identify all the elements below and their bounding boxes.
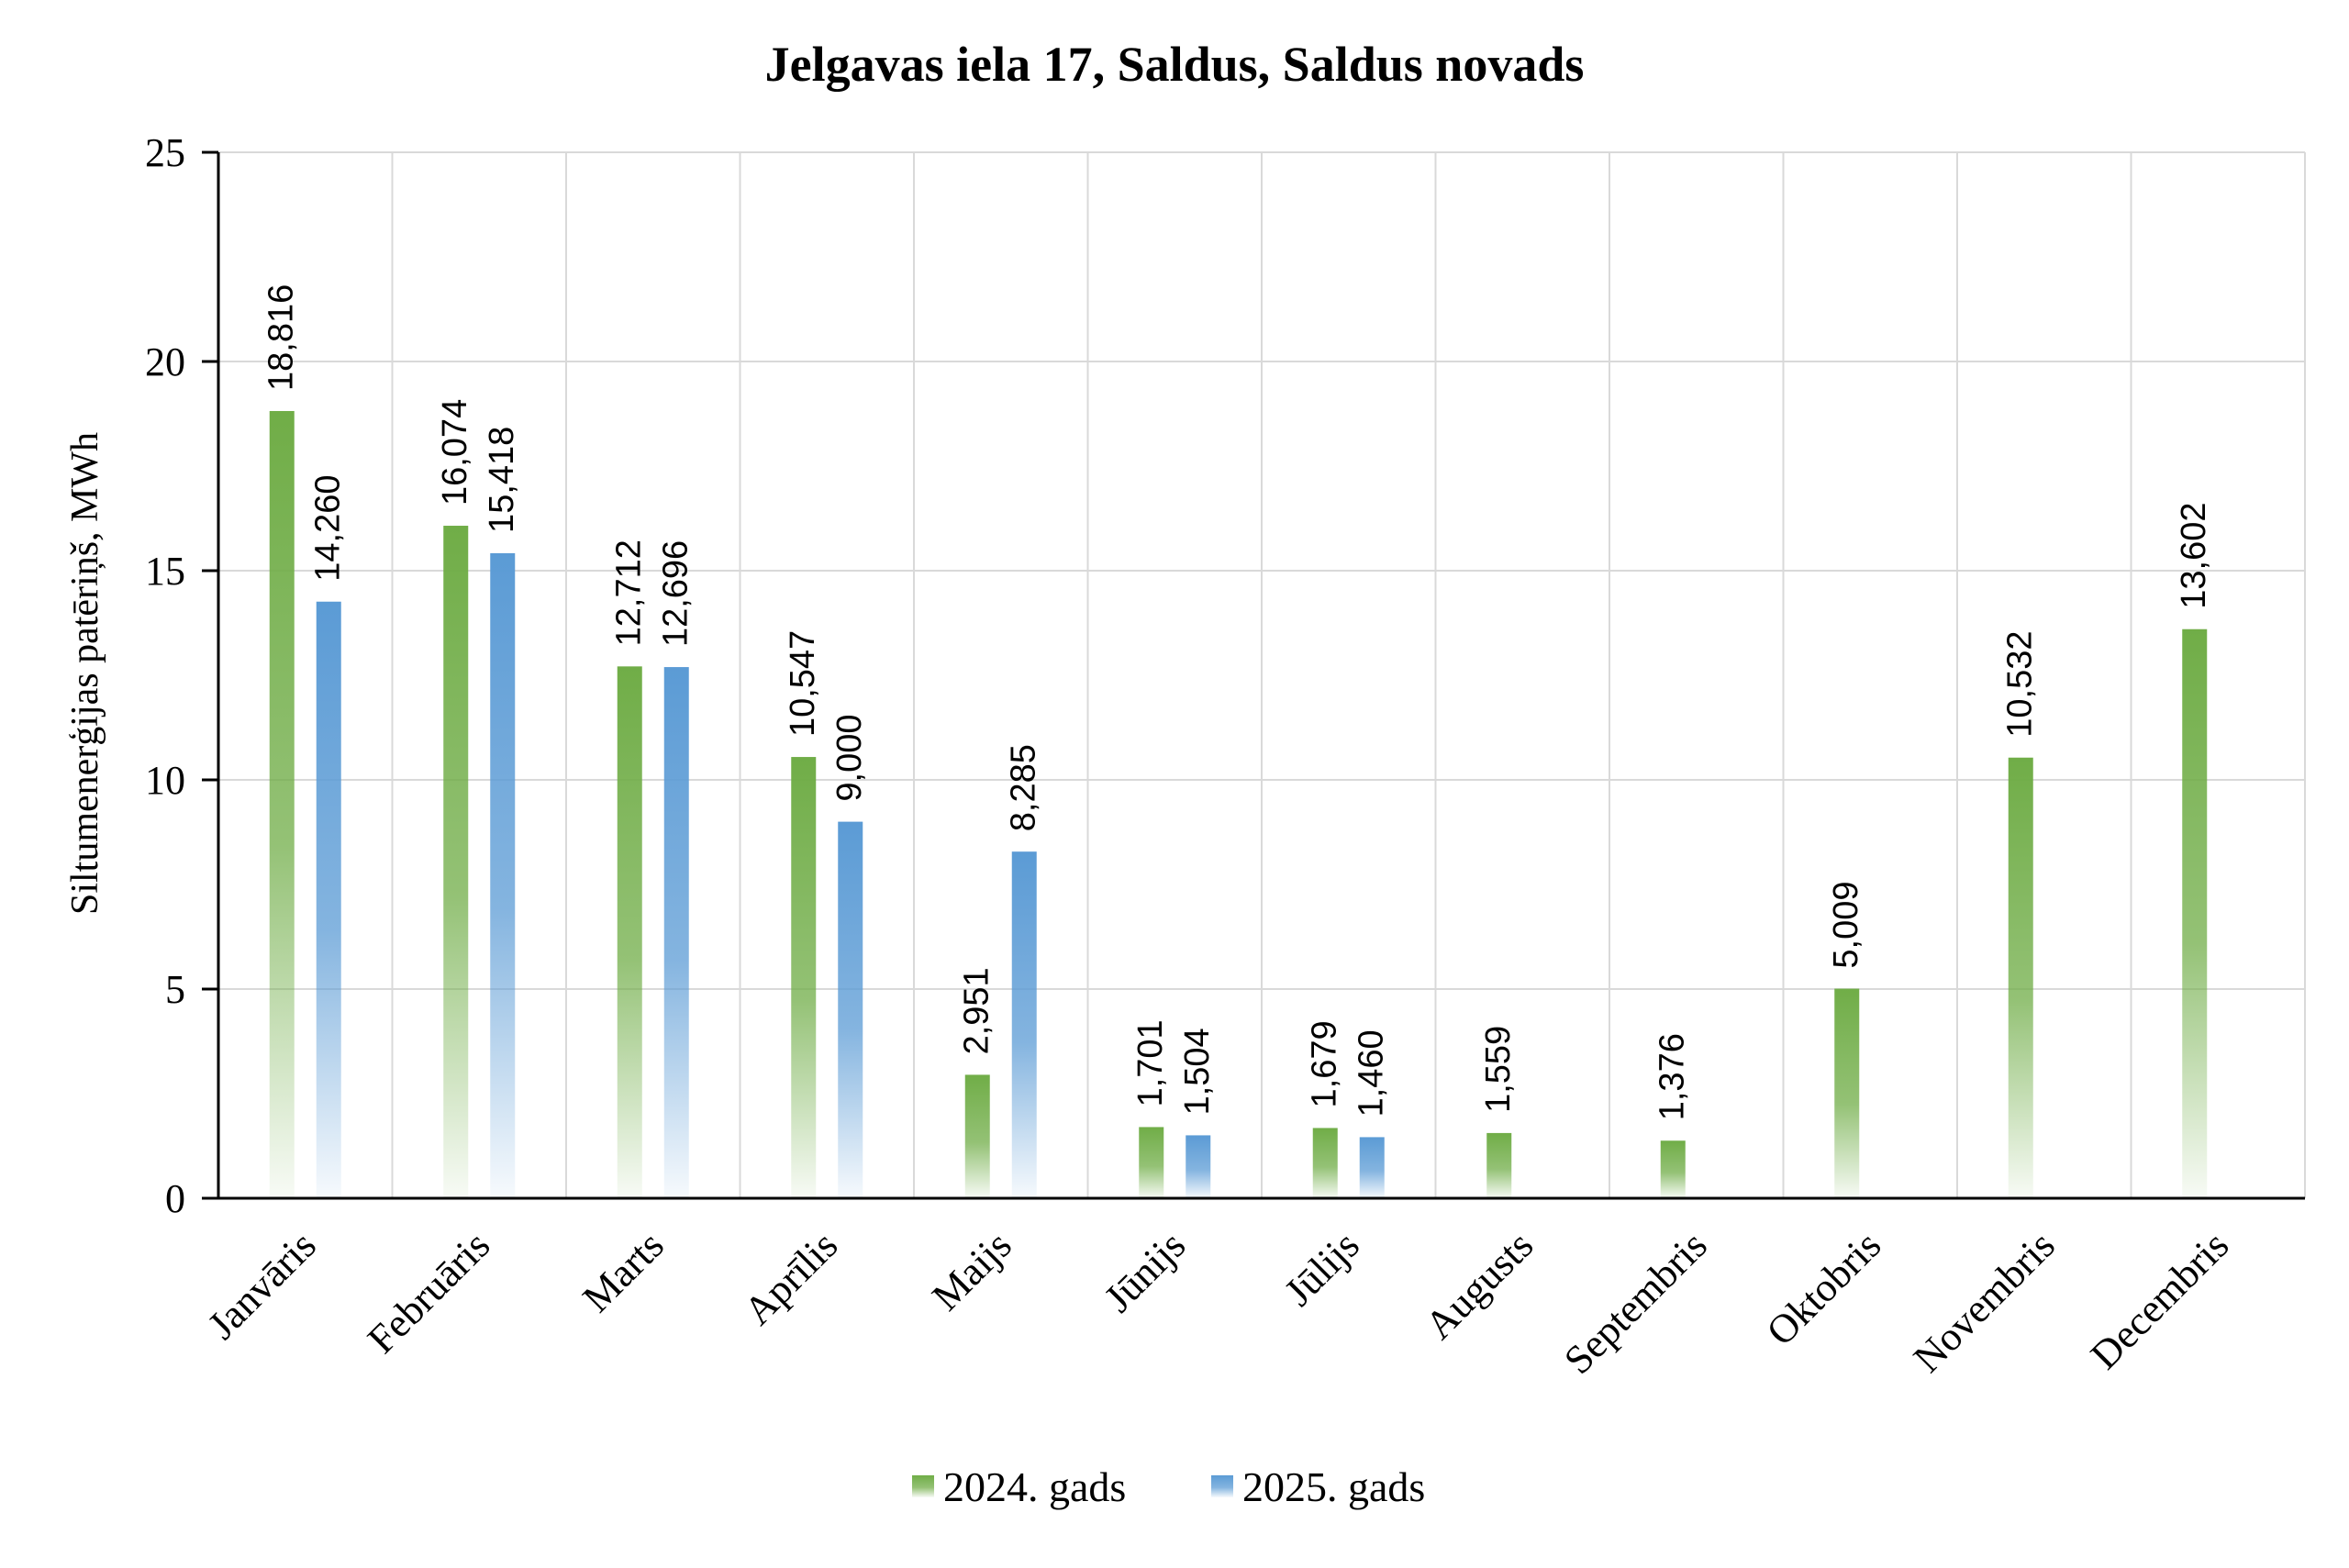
- data-label-2024-gads-junijs: 1,701: [1131, 1019, 1170, 1106]
- bar-2024-gads-junijs: [1139, 1127, 1164, 1198]
- y-axis-label: Siltumenerģijas patēriņš, MWh: [64, 432, 106, 915]
- data-label-2024-gads-marts: 12,712: [609, 539, 648, 646]
- bar-2025-gads-junijs: [1186, 1135, 1211, 1198]
- legend-label-2024-gads: 2024. gads: [943, 1463, 1126, 1510]
- y-tick-label: 20: [145, 339, 185, 384]
- bar-2024-gads-septembris: [1660, 1140, 1686, 1198]
- legend-label-2025-gads: 2025. gads: [1242, 1463, 1425, 1510]
- data-label-2025-gads-marts: 12,696: [656, 540, 695, 647]
- data-label-2024-gads-augusts: 1,559: [1479, 1026, 1518, 1113]
- data-label-2024-gads-decembris: 13,602: [2175, 503, 2213, 609]
- bar-2024-gads-janvaris: [269, 410, 295, 1199]
- data-label-2024-gads-julijs: 1,679: [1305, 1020, 1343, 1107]
- bar-2025-gads-marts: [663, 667, 689, 1198]
- legend: 2024. gads 2025. gads: [912, 1463, 1425, 1510]
- bar-2024-gads-aprilis: [791, 757, 817, 1198]
- bar-2024-gads-augusts: [1486, 1132, 1512, 1198]
- bar-2025-gads-februaris: [490, 552, 516, 1198]
- bar-2024-gads-decembris: [2182, 628, 2208, 1198]
- data-label-2024-gads-septembris: 1,376: [1653, 1033, 1691, 1120]
- bar-2024-gads-novembris: [2008, 757, 2033, 1198]
- y-tick-label: 15: [145, 549, 185, 594]
- data-label-2025-gads-junijs: 1,504: [1178, 1028, 1217, 1115]
- chart-title: Jelgavas iela 17, Saldus, Saldus novads: [765, 37, 1585, 92]
- data-label-2025-gads-aprilis: 9,000: [830, 715, 869, 802]
- data-labels: 18,816 14,260 16,074 15,418 12,712 12,696 10,5…: [262, 284, 2213, 1120]
- legend-swatch-2024-gads: [912, 1475, 934, 1497]
- gridlines: [218, 151, 2306, 1198]
- legend-swatch-2025-gads: [1211, 1475, 1233, 1497]
- y-tick-label: 25: [145, 130, 185, 175]
- data-label-2025-gads-februaris: 15,418: [483, 427, 521, 533]
- data-label-2025-gads-julijs: 1,460: [1352, 1029, 1390, 1117]
- y-tick-label: 0: [165, 1176, 185, 1221]
- data-label-2024-gads-janvaris: 18,816: [262, 284, 300, 391]
- bar-2025-gads-janvaris: [316, 601, 341, 1198]
- bar-2024-gads-marts: [617, 666, 642, 1198]
- data-label-2024-gads-februaris: 16,074: [436, 399, 474, 506]
- bars: [269, 410, 2208, 1199]
- data-label-2024-gads-novembris: 10,532: [2000, 631, 2039, 738]
- y-tick-label: 10: [145, 758, 185, 803]
- data-label-2024-gads-oktobris: 5,009: [1827, 881, 1865, 968]
- bar-2025-gads-maijs: [1011, 851, 1037, 1198]
- data-label-2024-gads-aprilis: 10,547: [784, 630, 822, 737]
- bar-2024-gads-oktobris: [1834, 988, 1860, 1198]
- bar-2024-gads-julijs: [1312, 1128, 1338, 1198]
- data-label-2025-gads-janvaris: 14,260: [308, 475, 347, 582]
- y-tick-label: 5: [165, 967, 185, 1012]
- data-label-2025-gads-maijs: 8,285: [1004, 744, 1042, 831]
- bar-2025-gads-aprilis: [838, 821, 863, 1198]
- bar-2024-gads-maijs: [964, 1074, 990, 1198]
- bar-2025-gads-julijs: [1359, 1137, 1385, 1198]
- bar-2024-gads-februaris: [443, 526, 469, 1198]
- data-label-2024-gads-maijs: 2,951: [957, 967, 996, 1054]
